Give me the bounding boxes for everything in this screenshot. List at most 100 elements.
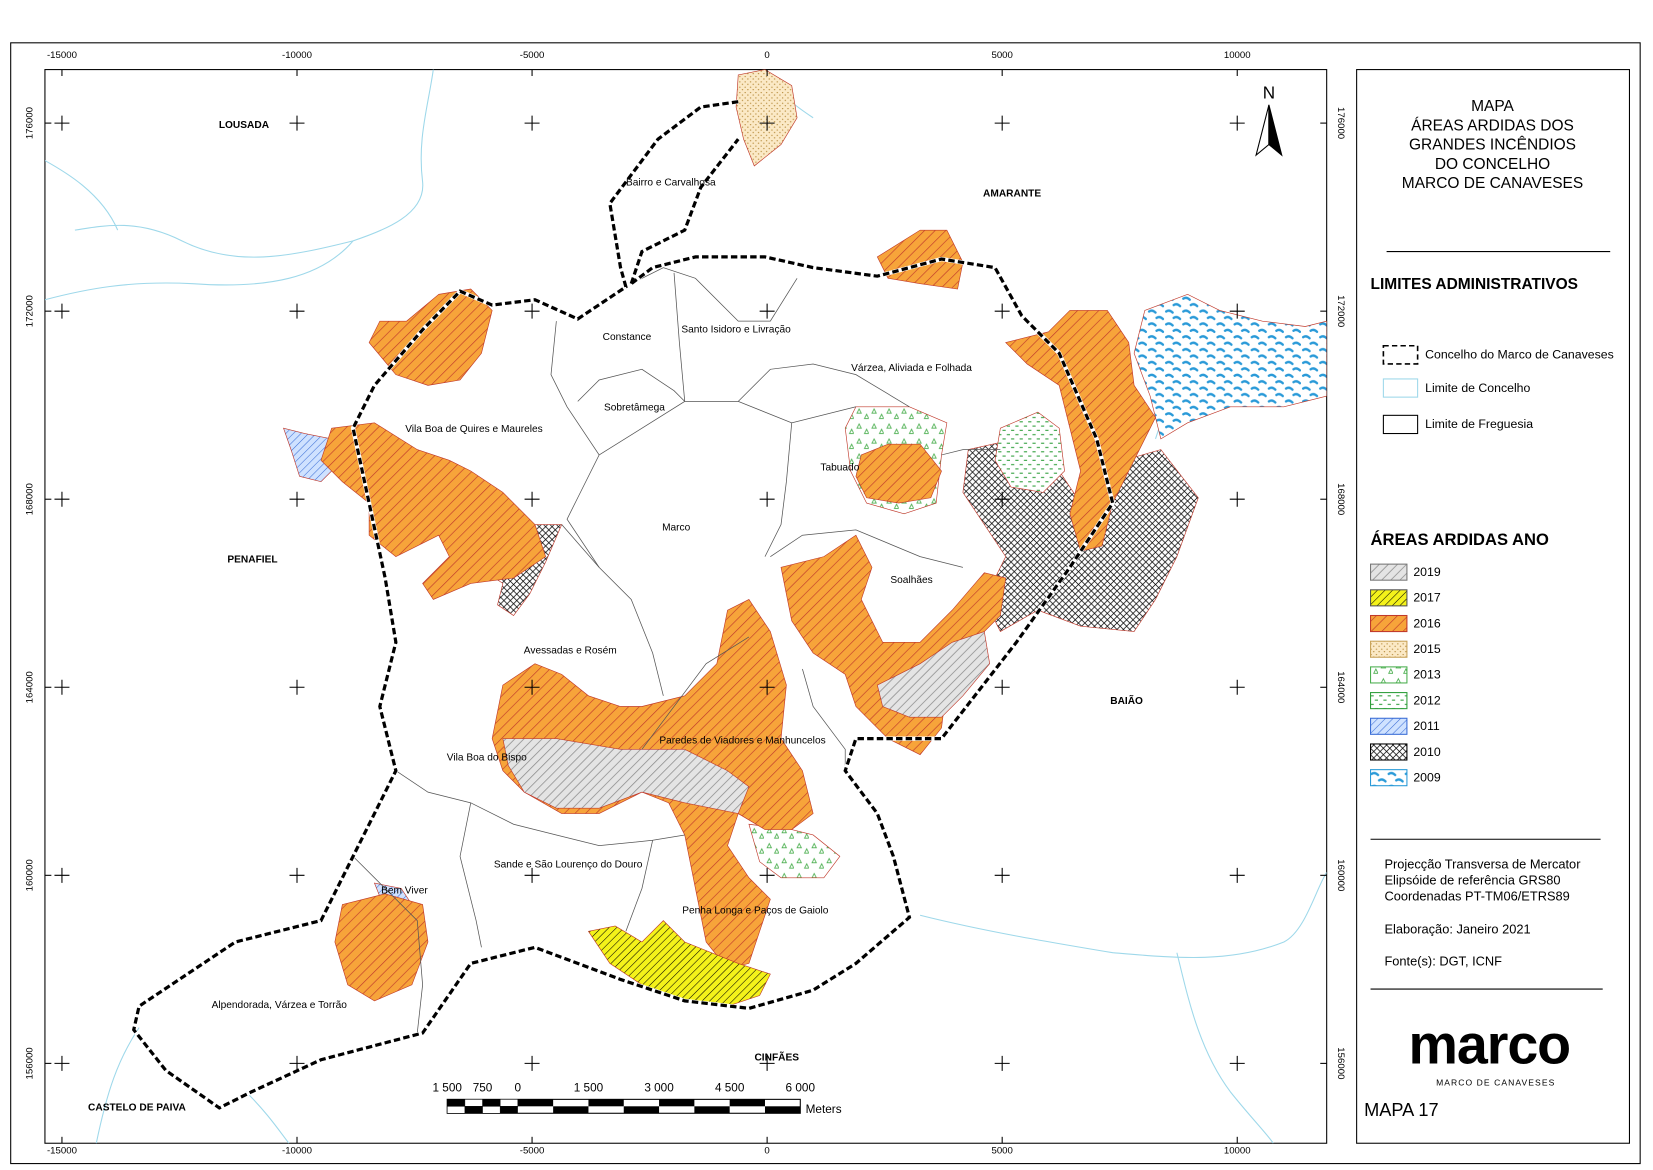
limit-swatch: [1382, 414, 1419, 435]
parish-boundary: [550, 321, 664, 696]
parish-label: Sande e São Lourenço do Douro: [494, 860, 643, 871]
grid-cross: [289, 115, 305, 131]
parish-label: Vila Boa de Quires e Maureles: [405, 424, 543, 435]
map-number: MAPA 17: [1364, 1100, 1438, 1120]
grid-cross: [524, 491, 540, 507]
grid-cross: [1229, 491, 1245, 507]
parish-label: Constance: [603, 332, 652, 343]
year-swatch: [1370, 589, 1408, 607]
parish-label: Vila Boa do Bispo: [447, 753, 527, 764]
y-coord-label: 172000: [1335, 295, 1346, 327]
scale-label: 1 500: [574, 1082, 604, 1095]
legend-heading: LIMITES ADMINISTRATIVOS: [1371, 276, 1578, 293]
year-label: 2013: [1413, 668, 1441, 682]
parish-boundary: [352, 856, 423, 1034]
scale-bar-segment: [729, 1099, 765, 1107]
scale-unit: Meters: [806, 1103, 842, 1116]
limit-label: Concelho do Marco de Canaveses: [1425, 348, 1614, 362]
note: Coordenadas PT-TM06/ETRS89: [1384, 888, 1569, 903]
river: [95, 1027, 140, 1144]
outer-frame: [10, 42, 1641, 1165]
parish-label: Bairro e Carvalhosa: [626, 178, 716, 189]
scale-label: 1 500: [432, 1082, 462, 1095]
parish-label: Penha Longa e Paços de Gaiolo: [682, 906, 829, 917]
y-coord-label: 172000: [25, 295, 36, 327]
grid-cross: [289, 1055, 305, 1071]
grid-cross: [759, 115, 775, 131]
parish-label: Soalhães: [890, 575, 932, 586]
parish-boundary: [673, 272, 686, 402]
grid-cross: [1229, 679, 1245, 695]
grid-cross: [524, 867, 540, 883]
y-coord-label: 176000: [25, 107, 36, 139]
logo-subtitle: MARCO DE CANAVESES: [1436, 1078, 1555, 1088]
x-coord-label: 10000: [1224, 50, 1251, 61]
x-coord-label: 5000: [991, 50, 1012, 61]
year-label: 2011: [1413, 719, 1440, 733]
y-coord-label: 176000: [1335, 107, 1346, 139]
scale-bar-segment: [499, 1099, 519, 1107]
grid-cross: [1229, 867, 1245, 883]
scale-label: 6 000: [786, 1082, 816, 1095]
note: Elaboração: Janeiro 2021: [1384, 922, 1530, 937]
river: [919, 872, 1327, 959]
parish-label: Várzea, Aliviada e Folhada: [851, 363, 972, 374]
scale-bar-segment: [464, 1099, 483, 1107]
scale-bar-segment: [659, 1099, 695, 1107]
scale-bar-segment: [694, 1106, 730, 1114]
year-label: 2012: [1413, 693, 1441, 707]
grid-cross: [759, 867, 775, 883]
y-coord-label: 164000: [1335, 671, 1346, 703]
legend-title-line: DO CONCELHO: [1435, 156, 1550, 173]
parish-label: Tabuado: [820, 462, 859, 473]
year-swatch: [1370, 563, 1408, 581]
year-label: 2009: [1413, 770, 1441, 784]
grid-cross: [54, 303, 70, 319]
burnt-area: [855, 443, 942, 504]
river: [44, 160, 119, 231]
year-label: 2015: [1413, 642, 1441, 656]
burnt-area: [748, 823, 841, 879]
legend-heading: ÁREAS ARDIDAS ANO: [1371, 530, 1549, 549]
legend-title-line: GRANDES INCÊNDIOS: [1409, 137, 1576, 154]
grid-cross: [759, 1055, 775, 1071]
scale-bar-segment: [553, 1106, 589, 1114]
logo: marco: [1409, 1014, 1571, 1076]
grid-cross: [54, 679, 70, 695]
municipality-label: BAIÃO: [1110, 694, 1143, 707]
map-content: [44, 69, 1327, 1144]
parish-boundary: [577, 368, 686, 402]
y-coord-label: 168000: [25, 483, 36, 515]
grid-cross: [759, 491, 775, 507]
x-coord-label: 5000: [991, 1145, 1012, 1156]
year-swatch: [1370, 692, 1408, 710]
parish-boundary: [395, 770, 685, 847]
parish-boundary: [561, 524, 600, 568]
year-swatch: [1370, 640, 1408, 658]
river: [44, 240, 354, 301]
river: [245, 1091, 290, 1144]
grid-cross: [1229, 1055, 1245, 1071]
parish-boundary: [770, 529, 964, 568]
grid-cross: [994, 303, 1010, 319]
y-coord-label: 156000: [1335, 1047, 1346, 1079]
year-label: 2019: [1413, 565, 1441, 579]
y-coord-label: 164000: [25, 671, 36, 703]
note: Elipsóide de referência GRS80: [1384, 872, 1560, 887]
municipality-label: PENAFIEL: [227, 555, 277, 566]
grid-cross: [524, 679, 540, 695]
scale-label: 0: [515, 1082, 522, 1095]
limit-swatch: [1382, 344, 1419, 365]
grid-cross: [994, 115, 1010, 131]
grid-cross: [289, 867, 305, 883]
scale-bar-segment: [482, 1106, 501, 1114]
scale-label: 750: [473, 1082, 493, 1095]
burnt-area: [994, 411, 1065, 493]
scale-bar-segment: [623, 1106, 660, 1114]
scale-label: 4 500: [715, 1082, 745, 1095]
burnt-area: [876, 229, 964, 290]
year-label: 2017: [1413, 591, 1441, 605]
x-coord-label: -15000: [47, 1145, 77, 1156]
burnt-area: [334, 893, 429, 1002]
x-coord-label: -5000: [520, 50, 545, 61]
